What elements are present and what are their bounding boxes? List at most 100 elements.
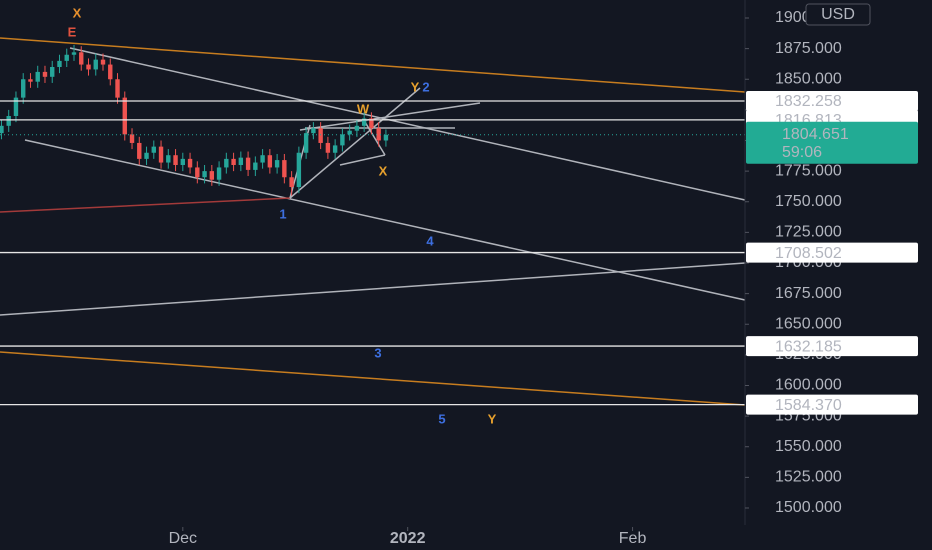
candle-body	[0, 125, 4, 134]
wave-label: X	[379, 163, 388, 178]
price-label-box	[746, 394, 918, 415]
price-label: 1708.502	[775, 245, 842, 262]
candle-body	[180, 158, 186, 165]
currency: USD	[821, 6, 855, 23]
candle-body	[71, 52, 77, 55]
candle-body	[325, 142, 331, 153]
y-tick-label: 1875.000	[775, 40, 842, 57]
candle-body	[274, 160, 280, 168]
candle-body	[289, 177, 294, 188]
candle-body	[311, 128, 316, 134]
y-tick-label: 1750.000	[775, 193, 842, 210]
candle-body	[144, 152, 149, 159]
wave-label: 1	[279, 206, 286, 221]
x-tick-label: Dec	[169, 530, 197, 547]
candle-body	[332, 145, 338, 153]
x-tick-label: Feb	[619, 530, 647, 547]
y-tick-label: 1600.000	[775, 377, 842, 394]
trend-line	[0, 197, 291, 213]
price-label-box	[746, 242, 918, 263]
candle-body	[158, 146, 164, 163]
candle-body	[6, 116, 11, 126]
pattern-line	[299, 102, 481, 131]
candle-body	[50, 67, 55, 77]
wave-label: Y	[411, 79, 420, 94]
plot	[0, 44, 745, 406]
wave-label: W	[357, 101, 370, 116]
candle-body	[216, 167, 222, 180]
y-tick-label: 1850.000	[775, 70, 842, 87]
y-tick-label: 1775.000	[775, 162, 842, 179]
candle-body	[369, 118, 374, 129]
candle-body	[64, 54, 69, 61]
y-tick-label: 1550.000	[775, 438, 842, 455]
candle-body	[35, 71, 40, 82]
candle-body	[224, 158, 229, 168]
candle-body	[318, 128, 323, 143]
price-label: 1584.370	[775, 397, 842, 414]
candle-body	[57, 60, 62, 68]
y-tick-label: 1650.000	[775, 315, 842, 332]
channel-line	[24, 139, 746, 301]
candle-body	[202, 171, 207, 178]
candle-body	[173, 155, 178, 165]
candle-body	[195, 167, 200, 178]
drawings	[0, 37, 746, 406]
candle-body	[28, 79, 33, 82]
candle-body	[296, 152, 302, 188]
price-label-box	[746, 336, 918, 357]
candle-body	[209, 171, 215, 180]
candle-body	[238, 157, 244, 165]
wave-label: 4	[426, 233, 434, 248]
wave-label: 3	[374, 345, 381, 360]
candle-body	[354, 125, 360, 131]
wave-label: 5	[438, 411, 445, 426]
annotations: X E Y 2 W X 1 4 3 5 Y	[68, 5, 497, 426]
candle-body	[86, 64, 91, 70]
candle-body	[376, 128, 381, 141]
x-tick-label: 2022	[390, 530, 426, 547]
candle-body	[303, 133, 309, 153]
price-label: 1632.185	[775, 338, 842, 355]
candle-body	[361, 118, 367, 126]
last-price-label: 1804.651	[782, 126, 849, 143]
candle-body	[383, 134, 389, 141]
wave-label: Y	[488, 411, 497, 426]
candle-body	[166, 155, 171, 163]
y-tick-label: 1725.000	[775, 224, 842, 241]
candle-body	[253, 162, 258, 170]
candle-body	[108, 64, 113, 80]
candle-body	[79, 52, 84, 65]
candle-body	[93, 59, 98, 70]
candle-body	[231, 158, 236, 165]
wave-label: 2	[422, 79, 429, 94]
candle-body	[100, 59, 106, 65]
last-price-box	[746, 121, 918, 164]
candle-body	[122, 97, 127, 135]
candle-body	[13, 97, 19, 117]
candle-body	[115, 79, 120, 98]
candle-body	[21, 79, 26, 98]
price-label: 1832.258	[775, 93, 842, 110]
currency-box	[805, 3, 871, 26]
y-tick-label: 1675.000	[775, 285, 842, 302]
pattern-line	[339, 154, 386, 166]
wave-label: X	[73, 5, 82, 20]
pattern-line	[364, 121, 386, 156]
candle-body	[187, 158, 193, 168]
candle-body	[129, 134, 135, 143]
candle-body	[267, 155, 273, 168]
candle-body	[347, 130, 352, 135]
wave-label: E	[68, 24, 77, 39]
trend-line	[0, 37, 746, 93]
y-tick-label: 1525.000	[775, 469, 842, 486]
pattern-line	[289, 87, 421, 199]
y-tick-label: 1500.000	[775, 499, 842, 516]
candle-body	[282, 160, 287, 178]
candle-body	[151, 146, 156, 153]
countdown: 59:06	[782, 144, 822, 161]
price-label-box	[746, 90, 918, 111]
candle-body	[260, 155, 265, 163]
candle-body	[137, 142, 142, 159]
